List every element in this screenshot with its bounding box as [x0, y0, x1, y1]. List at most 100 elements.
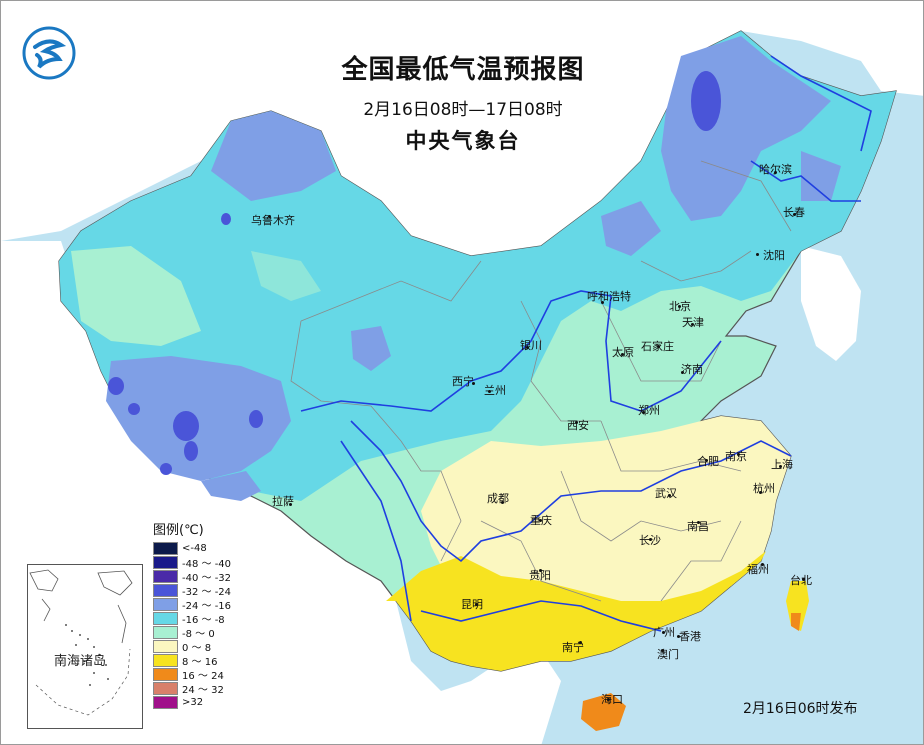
- legend-swatch: [153, 555, 178, 569]
- zone-very-cold-x1: [221, 213, 231, 225]
- agency-name: 中央气象台: [405, 129, 521, 153]
- zone-hainan: [581, 693, 626, 731]
- city-dot: [661, 649, 664, 652]
- city-label: 海口: [601, 693, 623, 706]
- city-dot: [539, 519, 542, 522]
- city-dot: [705, 459, 708, 462]
- yellow-river: [300, 290, 722, 412]
- city-label: 福州: [747, 563, 769, 576]
- city-label: 昆明: [461, 598, 483, 611]
- city-dot: [621, 353, 624, 356]
- rivers: [300, 55, 872, 632]
- zone-very-cold-t6: [160, 463, 172, 475]
- city-dot: [737, 453, 740, 456]
- city-label: 石家庄: [641, 340, 674, 353]
- legend-title: 图例(℃): [153, 523, 204, 538]
- city-dot: [575, 421, 578, 424]
- zone-xinjiang-cold: [211, 111, 336, 201]
- city-dot: [488, 390, 491, 393]
- legend-label: 8 ～ 16: [182, 656, 218, 668]
- legend-item: <-48: [153, 541, 231, 555]
- city-label: 澳门: [657, 648, 679, 661]
- city-label: 太原: [612, 346, 634, 359]
- legend-swatch: [153, 611, 178, 625]
- zone-very-cold-t1: [173, 411, 199, 441]
- legend-label: -24 ～ -16: [182, 600, 232, 612]
- zone-tibet-cold-2: [201, 471, 261, 501]
- zone-xinjiang-east: [251, 251, 321, 301]
- cma-logo: [22, 26, 76, 80]
- legend-item: -16 ～ -8: [153, 611, 231, 626]
- zone-very-cold-ne: [691, 71, 721, 131]
- zone-qinghai-cold: [351, 326, 391, 371]
- city-label: 长沙: [639, 534, 661, 547]
- map-title: 全国最低气温预报图: [341, 55, 585, 85]
- yangtze-river: [350, 420, 792, 563]
- city-dot: [761, 563, 764, 566]
- legend: 图例(℃) <-48 -48 ～ -40 -40 ～ -32 -32 ～ -24…: [153, 519, 231, 709]
- city-dot: [657, 345, 660, 348]
- city-label: 银川: [520, 339, 542, 352]
- city-dot: [475, 603, 478, 606]
- legend-item: -40 ～ -32: [153, 569, 231, 584]
- city-label: 南宁: [562, 641, 584, 654]
- legend-swatch: [153, 541, 178, 555]
- legend-swatch: [153, 681, 178, 695]
- city-dot: [691, 323, 694, 326]
- legend-item: 0 ～ 8: [153, 639, 231, 654]
- legend-swatch: [153, 695, 178, 709]
- legend-item: -8 ～ 0: [153, 625, 231, 640]
- city-label: 兰州: [484, 384, 506, 397]
- city-label: 沈阳: [763, 249, 785, 262]
- pearl-river: [420, 600, 662, 632]
- city-dot: [501, 501, 504, 504]
- city-dot: [662, 631, 665, 634]
- legend-label: 24 ～ 32: [182, 684, 224, 696]
- city-dot: [678, 305, 681, 308]
- city-dot: [668, 494, 671, 497]
- city-dot: [677, 635, 680, 638]
- city-dot: [802, 578, 805, 581]
- city-label: 天津: [682, 316, 704, 329]
- zone-very-cold-t2: [184, 441, 198, 461]
- legend-label: -48 ～ -40: [182, 558, 232, 570]
- zone-very-cold-t4: [128, 403, 140, 415]
- city-label: 南昌: [687, 520, 709, 533]
- city-label: 北京: [669, 300, 691, 313]
- mekong-river: [340, 440, 412, 622]
- city-dot: [759, 491, 762, 494]
- zone-very-cold-t3: [108, 377, 124, 395]
- city-dot: [579, 641, 582, 644]
- city-label: 南京: [725, 450, 747, 463]
- city-label: 重庆: [530, 514, 552, 527]
- city-label: 杭州: [753, 482, 775, 495]
- city-label: 贵阳: [529, 569, 551, 582]
- city-dot: [774, 171, 777, 174]
- legend-swatch: [153, 583, 178, 597]
- legend-swatch: [153, 653, 178, 667]
- legend-item: 16 ～ 24: [153, 667, 231, 682]
- legend-swatch: [153, 639, 178, 653]
- heilongjiang-river: [770, 55, 872, 152]
- city-dot: [601, 301, 604, 304]
- zone-tibet-cold: [106, 356, 291, 481]
- legend-swatch: [153, 597, 178, 611]
- city-dot: [793, 213, 796, 216]
- zone-inner-mongolia-cold: [601, 201, 661, 256]
- inset-label: 南海诸岛: [54, 654, 107, 669]
- city-dot: [268, 215, 271, 218]
- songhua-river: [750, 160, 861, 202]
- city-label: 长春: [783, 206, 805, 219]
- city-dot: [779, 465, 782, 468]
- city-label: 拉萨: [272, 495, 294, 508]
- legend-item: >32: [153, 695, 231, 709]
- city-dot: [607, 698, 610, 701]
- legend-label: <-48: [182, 542, 207, 554]
- legend-swatch: [153, 667, 178, 681]
- issue-time: 2月16日06时发布: [743, 701, 858, 717]
- zone-very-cold-t5: [249, 410, 263, 428]
- city-label: 成都: [487, 492, 509, 505]
- city-dot: [642, 411, 645, 414]
